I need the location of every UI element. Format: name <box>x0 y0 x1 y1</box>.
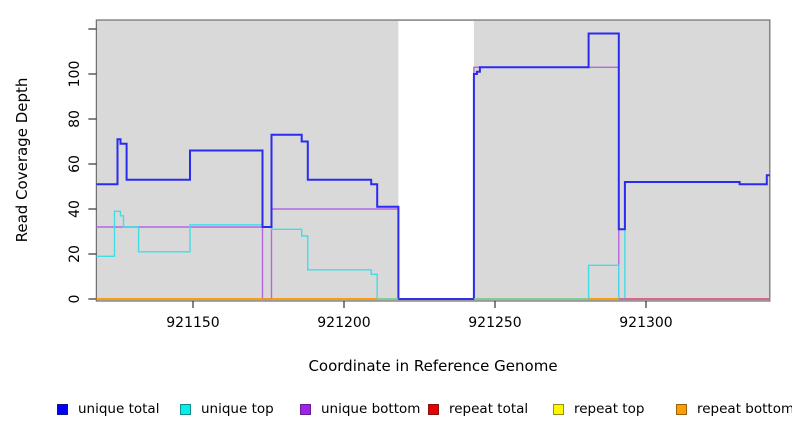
y-tick-label: 80 <box>67 110 83 128</box>
y-tick-label: 100 <box>67 61 83 88</box>
x-tick-label: 921200 <box>317 315 370 331</box>
x-tick-label: 921300 <box>619 315 672 331</box>
y-tick-label: 20 <box>67 245 83 263</box>
series-unique-top <box>96 174 770 300</box>
series-unique-total <box>96 32 770 300</box>
x-axis-title: Coordinate in Reference Genome <box>308 357 557 375</box>
y-axis-title: Read Coverage Depth <box>13 78 31 243</box>
y-tick-label: 0 <box>67 295 83 304</box>
plot-layers: 921150 921200 921250 921300 0 20 40 60 80 100 <box>67 19 771 331</box>
y-tick-label: 60 <box>67 155 83 173</box>
plot-border <box>95 19 771 302</box>
x-tick-label: 921250 <box>468 315 521 331</box>
y-tick-label: 40 <box>67 200 83 218</box>
x-tick-label: 921150 <box>166 315 219 331</box>
no-coverage-gap <box>398 21 474 300</box>
